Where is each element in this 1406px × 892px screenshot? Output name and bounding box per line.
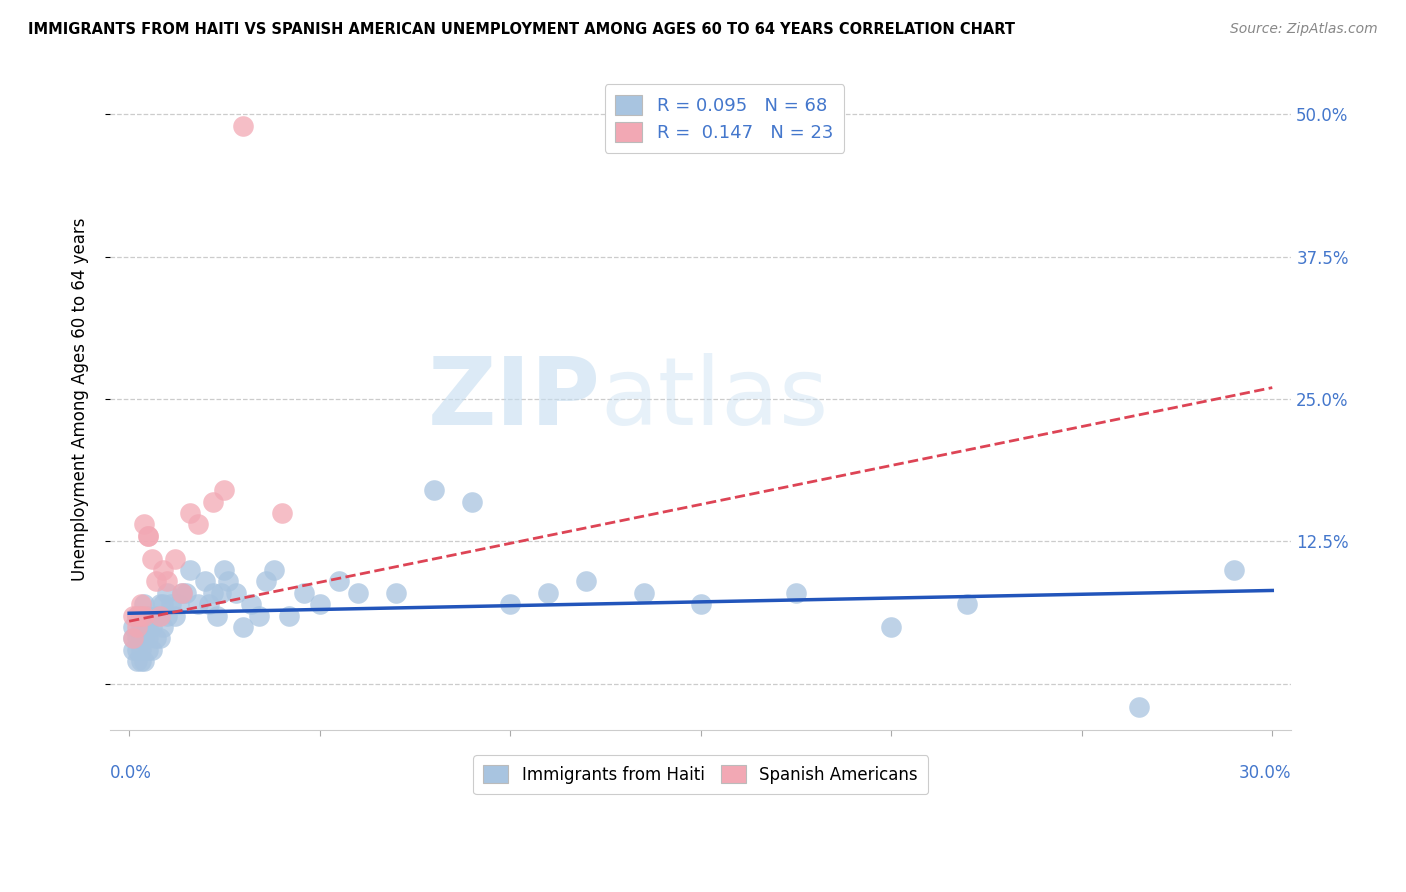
Point	[385, 586, 408, 600]
Point	[201, 586, 224, 600]
Point	[254, 574, 277, 589]
Point	[125, 608, 148, 623]
Point	[149, 597, 172, 611]
Point	[129, 608, 152, 623]
Point	[152, 620, 174, 634]
Point	[145, 608, 167, 623]
Point	[209, 586, 232, 600]
Point	[122, 642, 145, 657]
Point	[152, 597, 174, 611]
Point	[163, 608, 186, 623]
Point	[194, 574, 217, 589]
Point	[499, 597, 522, 611]
Point	[232, 119, 254, 133]
Point	[205, 608, 228, 623]
Point	[232, 620, 254, 634]
Point	[136, 632, 159, 646]
Point	[152, 563, 174, 577]
Point	[129, 608, 152, 623]
Point	[134, 597, 156, 611]
Point	[263, 563, 285, 577]
Point	[575, 574, 598, 589]
Point	[156, 574, 179, 589]
Point	[141, 551, 163, 566]
Point	[122, 620, 145, 634]
Point	[129, 632, 152, 646]
Point	[129, 642, 152, 657]
Point	[163, 551, 186, 566]
Point	[125, 654, 148, 668]
Point	[136, 608, 159, 623]
Point	[134, 608, 156, 623]
Point	[149, 608, 172, 623]
Point	[149, 632, 172, 646]
Point	[1128, 699, 1150, 714]
Point	[270, 506, 292, 520]
Point	[240, 597, 263, 611]
Point	[125, 608, 148, 623]
Point	[122, 608, 145, 623]
Point	[129, 654, 152, 668]
Point	[156, 586, 179, 600]
Point	[134, 620, 156, 634]
Point	[136, 620, 159, 634]
Point	[179, 506, 201, 520]
Point	[134, 654, 156, 668]
Point	[160, 597, 183, 611]
Point	[129, 597, 152, 611]
Point	[423, 483, 446, 498]
Point	[214, 483, 236, 498]
Point	[122, 632, 145, 646]
Point	[125, 642, 148, 657]
Point	[308, 597, 330, 611]
Point	[247, 608, 270, 623]
Point	[956, 597, 979, 611]
Point	[145, 574, 167, 589]
Point	[880, 620, 903, 634]
Point	[136, 642, 159, 657]
Point	[134, 632, 156, 646]
Point	[125, 632, 148, 646]
Point	[346, 586, 368, 600]
Point	[145, 632, 167, 646]
Point	[187, 597, 209, 611]
Point	[141, 620, 163, 634]
Point	[689, 597, 711, 611]
Y-axis label: Unemployment Among Ages 60 to 64 years: Unemployment Among Ages 60 to 64 years	[72, 218, 89, 581]
Text: IMMIGRANTS FROM HAITI VS SPANISH AMERICAN UNEMPLOYMENT AMONG AGES 60 TO 64 YEARS: IMMIGRANTS FROM HAITI VS SPANISH AMERICA…	[28, 22, 1015, 37]
Point	[225, 586, 247, 600]
Text: 30.0%: 30.0%	[1239, 764, 1291, 781]
Point	[122, 632, 145, 646]
Point	[174, 586, 197, 600]
Point	[785, 586, 807, 600]
Point	[172, 586, 194, 600]
Point	[198, 597, 221, 611]
Point	[187, 517, 209, 532]
Point	[1223, 563, 1246, 577]
Point	[129, 620, 152, 634]
Point	[172, 586, 194, 600]
Point	[294, 586, 316, 600]
Point	[278, 608, 301, 623]
Point	[136, 529, 159, 543]
Point	[167, 597, 190, 611]
Point	[633, 586, 655, 600]
Text: ZIP: ZIP	[427, 353, 600, 445]
Point	[537, 586, 560, 600]
Point	[134, 517, 156, 532]
Point	[141, 642, 163, 657]
Point	[328, 574, 350, 589]
Point	[214, 563, 236, 577]
Legend: Immigrants from Haiti, Spanish Americans: Immigrants from Haiti, Spanish Americans	[474, 756, 928, 794]
Point	[217, 574, 239, 589]
Point	[156, 608, 179, 623]
Text: 0.0%: 0.0%	[110, 764, 152, 781]
Text: Source: ZipAtlas.com: Source: ZipAtlas.com	[1230, 22, 1378, 37]
Text: atlas: atlas	[600, 353, 828, 445]
Point	[179, 563, 201, 577]
Point	[125, 620, 148, 634]
Point	[136, 529, 159, 543]
Point	[461, 494, 484, 508]
Point	[201, 494, 224, 508]
